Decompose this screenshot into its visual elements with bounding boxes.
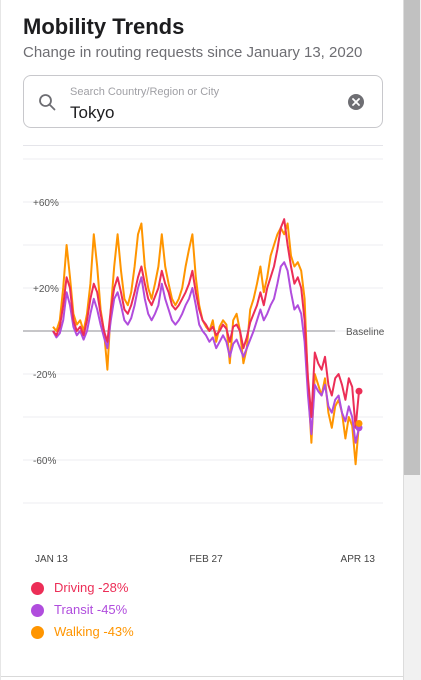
search-input[interactable]: Tokyo: [70, 103, 115, 122]
legend-label-transit: Transit -45%: [54, 602, 128, 617]
mobility-chart: +60% +20% -20% -60% Baseline JAN 13 FEB 27 APR …: [23, 158, 385, 565]
x-tick-label: JAN 13: [35, 554, 68, 565]
y-tick-label: -60%: [33, 456, 56, 467]
scrollbar-thumb[interactable]: [404, 0, 420, 475]
divider: [1, 676, 404, 677]
legend-label-walking: Walking -43%: [54, 624, 134, 639]
clear-icon[interactable]: [348, 94, 364, 110]
baseline-label: Baseline: [346, 327, 385, 338]
x-tick-label: FEB 27: [189, 554, 223, 565]
y-tick-label: +20%: [33, 284, 59, 295]
series-line-walking: [52, 222, 360, 466]
search-box[interactable]: Search Country/Region or City Tokyo: [23, 75, 383, 128]
driving-dot: [31, 582, 44, 595]
page-title: Mobility Trends: [23, 14, 185, 39]
search-placeholder: Search Country/Region or City: [70, 86, 220, 98]
x-tick-label: APR 13: [341, 554, 376, 565]
series-line-driving: [52, 218, 360, 429]
divider: [23, 145, 383, 146]
search-icon: [39, 94, 56, 111]
series-line-transit: [52, 261, 360, 444]
mobility-panel: Mobility Trends Change in routing reques…: [0, 0, 404, 680]
end-point-driving: [355, 387, 363, 395]
end-point-walking: [355, 419, 363, 427]
y-tick-label: +60%: [33, 198, 59, 209]
transit-dot: [31, 604, 44, 617]
legend-label-driving: Driving -28%: [54, 580, 129, 595]
page-subtitle: Change in routing requests since January…: [23, 44, 363, 61]
walking-dot: [31, 626, 44, 639]
y-tick-label: -20%: [33, 370, 56, 381]
